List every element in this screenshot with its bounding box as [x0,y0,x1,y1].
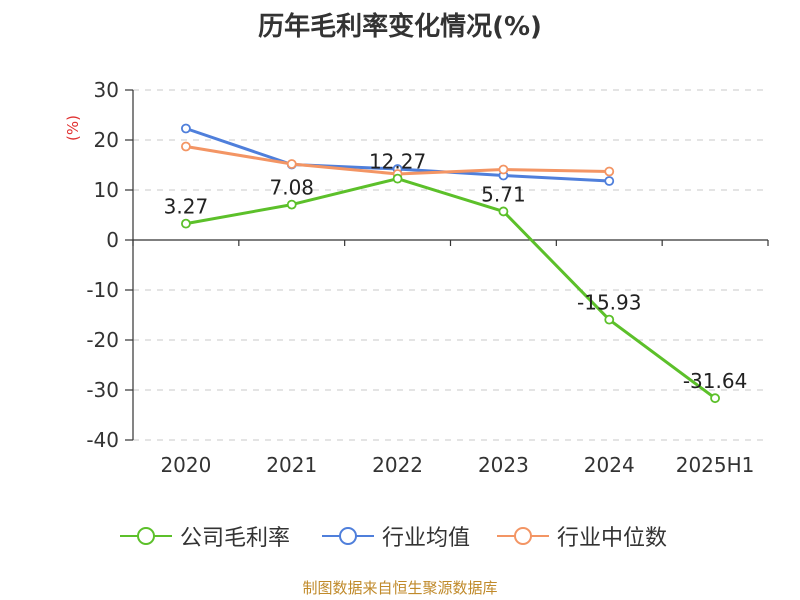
data-point [392,173,403,184]
x-tick-label: 2022 [372,453,423,477]
data-point [498,206,509,217]
data-label: 3.27 [164,195,209,219]
y-unit-label: (%) [64,115,82,141]
data-labels: 3.27 7.08 12.27 5.71 -15.93 -31.64 [164,150,748,394]
legend-item[interactable]: 公司毛利率 [120,518,290,554]
x-tick-label: 2025H1 [676,453,755,477]
legend-item[interactable]: 行业中位数 [497,518,667,554]
data-point [181,218,191,229]
y-tick-label: -30 [86,378,119,402]
legend-label: 行业中位数 [557,526,668,551]
data-label: 12.27 [369,150,426,174]
legend-item[interactable]: 行业均值 [322,518,470,554]
x-tick-label: 2024 [584,453,635,477]
y-tick-label: -10 [86,278,119,302]
gridlines [133,89,768,441]
x-tick-label: 2023 [478,453,529,477]
y-tick-label: 30 [94,78,119,102]
data-point [498,164,509,175]
data-label: 5.71 [481,182,526,206]
data-label: 7.08 [269,176,314,200]
y-tick-label: 0 [106,228,119,252]
data-point [286,159,297,169]
y-tick-label: 10 [94,178,119,202]
series-line [185,177,716,400]
legend-label: 行业均值 [382,526,471,551]
data-label: -31.64 [683,369,747,393]
y-tick-label: -40 [86,428,119,452]
legend-swatch-icon [322,527,374,545]
source-note: 制图数据来自恒生聚源数据库 [302,579,498,597]
x-tick-label: 2021 [266,453,317,477]
legend-label: 公司毛利率 [180,526,291,551]
data-point [604,176,615,186]
data-point [181,123,191,134]
chart-title: 历年毛利率变化情况(%) [258,12,542,42]
y-tick-label: 20 [94,128,119,152]
y-tick-label: -20 [86,328,119,352]
data-point [286,199,297,210]
series-lines [181,123,720,404]
data-point [710,393,720,404]
data-label: -15.93 [577,291,641,315]
data-point [604,166,615,177]
x-tick-label: 2020 [160,453,211,477]
axes: 30 20 10 0 -10 -20 -30 -40 2020 2021 2022 2023 2024 2… [86,78,769,477]
legend: 公司毛利率 行业均值 行业中位数 [0,518,800,554]
legend-swatch-icon [120,527,172,545]
data-point [181,141,191,152]
legend-swatch-icon [497,527,549,545]
data-point [604,314,615,325]
